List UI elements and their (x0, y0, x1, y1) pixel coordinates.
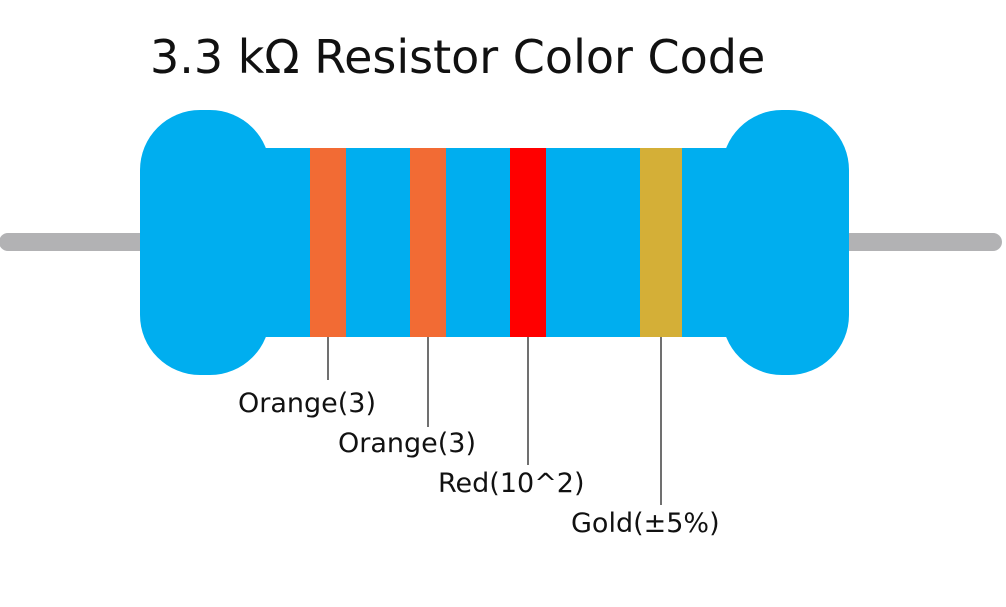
band-1-label: Orange(3) (238, 388, 377, 419)
resistor-body (140, 110, 849, 375)
diagram-title: 3.3 kΩ Resistor Color Code (150, 30, 766, 84)
band-4-label: Gold(±5%) (571, 508, 720, 539)
band-2-label: Orange(3) (338, 428, 477, 459)
band-3-red (510, 148, 546, 337)
band-3-label: Red(10^2) (438, 468, 585, 499)
band-2-orange (410, 148, 446, 337)
band-1-orange (310, 148, 346, 337)
band-4-gold (640, 148, 682, 337)
